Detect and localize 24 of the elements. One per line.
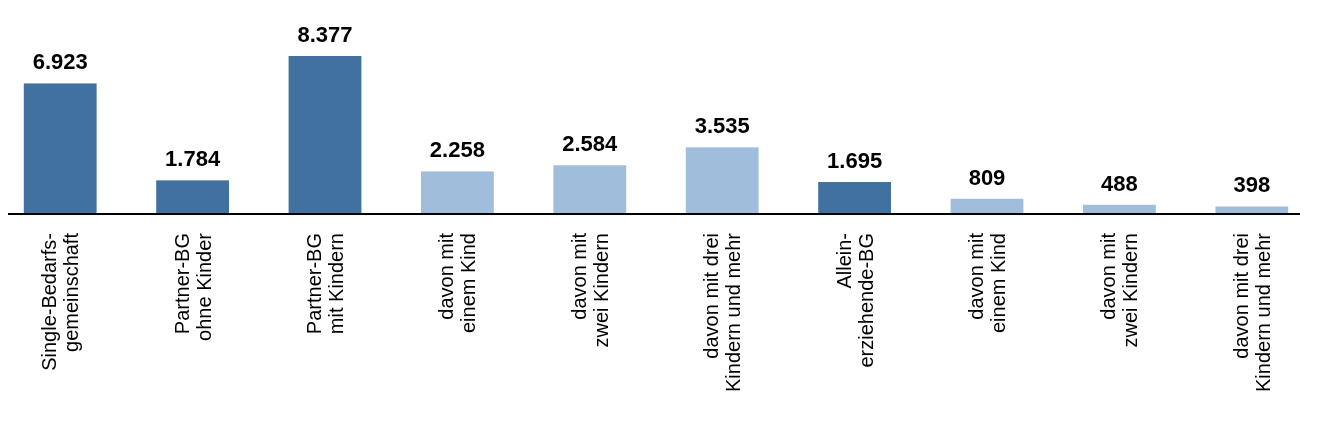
data-label: 6.923 bbox=[32, 49, 88, 75]
data-label: 2.584 bbox=[562, 131, 619, 157]
data-label: 398 bbox=[1233, 172, 1271, 198]
data-label: 2.258 bbox=[429, 137, 485, 163]
data-label: 1.784 bbox=[165, 146, 221, 172]
x-tick-label: Single-Bedarfs- gemeinschaft bbox=[38, 232, 83, 371]
data-label: 8.377 bbox=[297, 22, 353, 47]
bar bbox=[23, 83, 97, 214]
bar bbox=[420, 171, 494, 214]
data-label: 3.535 bbox=[694, 113, 750, 139]
bar bbox=[1215, 206, 1289, 214]
x-tick-label: Partner-BG ohne Kinder bbox=[170, 232, 215, 341]
data-label: 1.695 bbox=[827, 148, 883, 174]
x-tick-label: davon mit einem Kind bbox=[435, 232, 480, 334]
bar bbox=[553, 165, 627, 214]
data-label: 809 bbox=[968, 164, 1006, 190]
bar bbox=[950, 198, 1024, 214]
x-tick-label: davon mit einem Kind bbox=[965, 232, 1009, 334]
bar bbox=[685, 147, 759, 214]
bar bbox=[818, 182, 892, 214]
bar bbox=[288, 56, 362, 214]
data-label: 488 bbox=[1101, 170, 1138, 196]
x-tick-label: Partner-BG mit Kindern bbox=[303, 233, 347, 335]
bar bbox=[156, 180, 230, 214]
